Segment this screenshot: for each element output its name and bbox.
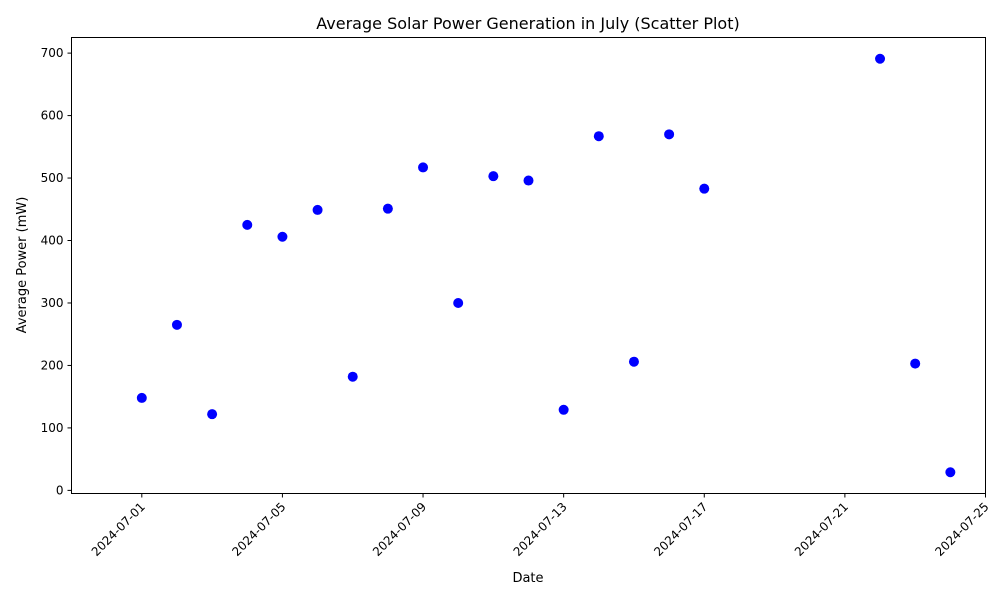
y-tick-label: 600: [41, 109, 64, 123]
x-tick-label: 2024-07-01: [89, 500, 148, 559]
y-tick-label: 0: [56, 483, 64, 497]
scatter-point: [523, 175, 534, 186]
x-tick-label: 2024-07-21: [792, 500, 851, 559]
y-axis: 0 100 200 300 400 500 600 700: [41, 46, 72, 497]
scatter-point: [558, 404, 569, 415]
scatter-point: [136, 392, 147, 403]
x-tick-label: 2024-07-13: [511, 500, 570, 559]
chart-title: Average Solar Power Generation in July (…: [316, 14, 739, 33]
y-tick-label: 300: [41, 296, 64, 310]
scatter-point: [875, 53, 886, 64]
scatter-point: [593, 131, 604, 142]
y-axis-label: Average Power (mW): [15, 197, 30, 334]
scatter-point: [207, 409, 218, 420]
scatter-point: [242, 219, 253, 230]
scatter-point: [171, 319, 182, 330]
y-tick-label: 100: [41, 421, 64, 435]
x-tick-label: 2024-07-05: [229, 500, 288, 559]
scatter-point: [453, 297, 464, 308]
plot-frame: [71, 37, 986, 494]
x-axis-label: Date: [512, 571, 543, 586]
scatter-point: [488, 171, 499, 182]
x-tick-label: 2024-07-17: [651, 500, 710, 559]
scatter-point: [347, 371, 358, 382]
scatter-point: [945, 467, 956, 478]
x-axis: 2024-07-01 2024-07-05 2024-07-09 2024-07-13…: [89, 493, 992, 559]
y-tick-label: 700: [41, 46, 64, 60]
x-tick-label: 2024-07-09: [370, 500, 429, 559]
scatter-point: [312, 204, 323, 215]
scatter-point: [628, 356, 639, 367]
y-tick-label: 400: [41, 234, 64, 248]
x-tick-label: 2024-07-25: [932, 500, 991, 559]
scatter-point: [910, 358, 921, 369]
scatter-point: [277, 231, 288, 242]
scatter-point: [699, 183, 710, 194]
scatter-point: [382, 203, 393, 214]
y-tick-label: 200: [41, 358, 64, 372]
y-tick-label: 500: [41, 171, 64, 185]
scatter-point: [418, 162, 429, 173]
data-points: [136, 53, 956, 478]
scatter-point: [664, 129, 675, 140]
